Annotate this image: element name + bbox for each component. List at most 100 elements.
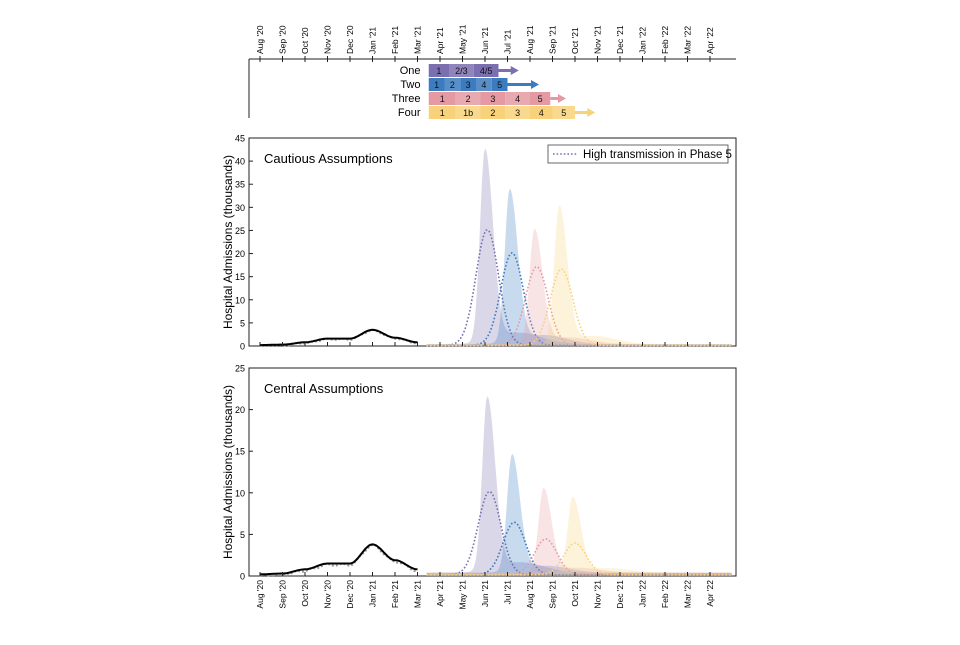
roadmap-month-label: Jun '21 (480, 27, 490, 54)
y-tick-label: 0 (240, 342, 245, 352)
roadmap-arrow-head (587, 108, 596, 117)
x-month-label: Sep '21 (548, 580, 558, 609)
y-tick-label: 20 (235, 249, 245, 259)
roadmap-month-label: Sep '20 (278, 25, 288, 54)
x-month-label: May '21 (458, 580, 468, 610)
roadmap-month-label: Jan '21 (368, 27, 378, 54)
roadmap-step-label: 2 (450, 80, 455, 90)
roadmap-month-label: Apr '22 (705, 27, 715, 54)
roadmap-step-bar (460, 78, 476, 91)
projection-band-two (426, 188, 733, 346)
projection-band-four (426, 496, 733, 576)
roadmap-panel: Aug '20 Sep '20 Oct '20 Nov '20 Dec '20 Jan '… (248, 24, 736, 119)
roadmap-month-label: Dec '20 (345, 25, 355, 54)
roadmap-step-bar (491, 78, 508, 91)
roadmap-step-bar (505, 92, 530, 105)
roadmap-step-label: 2 (490, 108, 495, 118)
roadmap-step-label: 4 (481, 80, 486, 90)
central-panel: Central Assumptions Hospital Admissions … (221, 364, 737, 582)
roadmap-step-bar (480, 92, 506, 105)
roadmap-step-bar (449, 64, 474, 77)
roadmap-step-bar (480, 106, 506, 119)
roadmap-step-label: 3 (466, 80, 471, 90)
cautious-ylabel: Hospital Admissions (thousands) (221, 155, 235, 329)
roadmap-month-label: Mar '22 (683, 26, 693, 54)
y-tick-label: 40 (235, 157, 245, 167)
roadmap-step-bar (455, 106, 481, 119)
cautious-title: Cautious Assumptions (264, 151, 393, 166)
roadmap-month-label: Aug '21 (525, 25, 535, 54)
roadmap-step-label: 3 (490, 94, 495, 104)
y-tick-label: 35 (235, 180, 245, 190)
projection-band-one (426, 148, 733, 346)
roadmap-step-bar (552, 106, 575, 119)
roadmap-arrow-head (510, 66, 519, 75)
roadmap-month-label: May '21 (458, 24, 468, 54)
x-month-label: Nov '21 (593, 580, 603, 609)
roadmap-step-bar (476, 78, 492, 91)
roadmap-step-bar (428, 64, 449, 77)
roadmap-scenario-label: Four (398, 107, 421, 119)
roadmap-step-bar (428, 92, 456, 105)
x-month-label: Jun '21 (480, 580, 490, 607)
legend: High transmission in Phase 5 (547, 144, 732, 164)
x-month-label: Dec '21 (615, 580, 625, 609)
roadmap-month-label: Feb '21 (390, 26, 400, 54)
roadmap-step-label: 1 (436, 66, 441, 76)
roadmap-step-label: 2 (466, 94, 471, 104)
y-tick-label: 5 (240, 318, 245, 328)
roadmap-month-label: Oct '21 (570, 27, 580, 54)
roadmap-month-label: Sep '21 (548, 25, 558, 54)
x-month-label: Jul '21 (503, 580, 513, 605)
y-tick-label: 45 (235, 134, 245, 144)
y-tick-label: 20 (235, 405, 245, 415)
x-month-label: Aug '20 (255, 580, 265, 609)
roadmap-scenario-label: Two (400, 79, 420, 91)
roadmap-step-label: 5 (497, 80, 502, 90)
x-month-label: Jan '21 (368, 580, 378, 607)
roadmap-scenario-label: Three (392, 93, 421, 105)
roadmap-step-label: 5 (561, 108, 566, 118)
roadmap-step-label: 1 (434, 80, 439, 90)
roadmap-step-bar (505, 106, 530, 119)
projection-dotted-two (426, 252, 732, 347)
roadmap-step-bar (428, 106, 456, 119)
roadmap-month-label: Nov '21 (593, 25, 603, 54)
roadmap-month-label: Jul '21 (503, 29, 513, 54)
x-month-label: Apr '22 (705, 580, 715, 607)
roadmap-step-bar (428, 78, 445, 91)
roadmap-step-label: 2/3 (455, 66, 468, 76)
y-tick-label: 10 (235, 295, 245, 305)
roadmap-step-bar (530, 92, 551, 105)
roadmap-month-label: Apr '21 (435, 27, 445, 54)
y-tick-label: 25 (235, 226, 245, 236)
x-month-label: Oct '20 (300, 580, 310, 607)
y-tick-label: 15 (235, 447, 245, 457)
cautious-panel: Cautious Assumptions Hospital Admissions… (221, 134, 737, 352)
projection-band-one (426, 396, 733, 576)
y-tick-label: 15 (235, 272, 245, 282)
roadmap-step-label: 1 (440, 94, 445, 104)
roadmap-step-label: 3 (515, 108, 520, 118)
observed-line (260, 328, 418, 347)
x-month-label: Nov '20 (323, 580, 333, 609)
central-title: Central Assumptions (264, 381, 384, 396)
y-tick-label: 5 (240, 530, 245, 540)
x-month-label: Feb '21 (390, 580, 400, 608)
x-month-label: Sep '20 (278, 580, 288, 609)
x-month-label: Mar '22 (683, 580, 693, 608)
x-month-label: Dec '20 (345, 580, 355, 609)
projection-dotted-four (426, 268, 732, 347)
plot-layer (259, 396, 733, 577)
roadmap-month-label: Mar '21 (413, 26, 423, 54)
y-tick-label: 25 (235, 364, 245, 374)
roadmap-step-bar (444, 78, 461, 91)
roadmap-month-label: Dec '21 (615, 25, 625, 54)
x-month-label: Jan '22 (638, 580, 648, 607)
roadmap-step-label: 1b (463, 108, 473, 118)
x-month-label: Aug '21 (525, 580, 535, 609)
roadmap-month-label: Nov '20 (323, 25, 333, 54)
x-month-label: Feb '22 (660, 580, 670, 608)
